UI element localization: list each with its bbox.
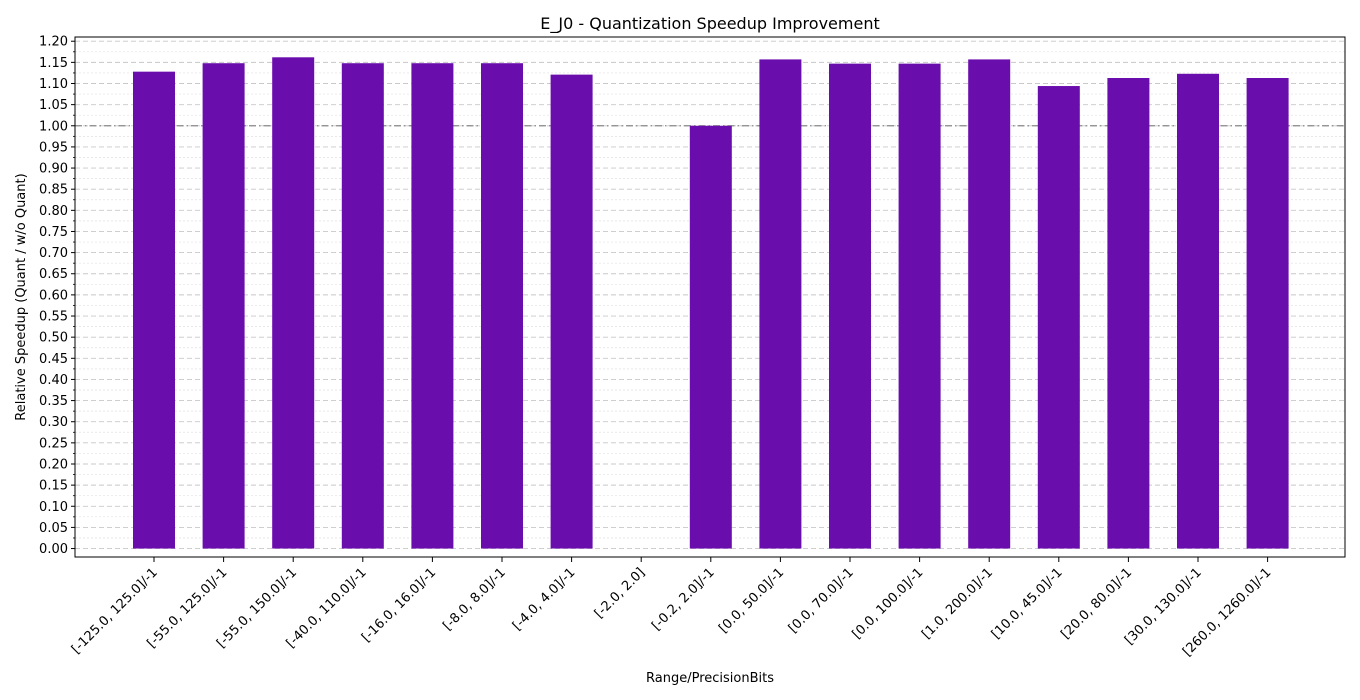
y-tick-label: 1.20 — [39, 35, 68, 50]
y-tick-label: 0.00 — [39, 542, 68, 557]
y-tick-label: 0.15 — [39, 479, 68, 494]
bar — [1246, 78, 1289, 549]
y-tick-label: 0.90 — [39, 162, 68, 177]
y-tick-label: 0.35 — [39, 394, 68, 409]
y-tick-label: 0.40 — [39, 373, 68, 388]
x-tick-label: [1.0, 200.0]/-1 — [919, 565, 996, 642]
x-axis: [-125.0, 125.0]/-1[-55.0, 125.0]/-1[-55.… — [69, 557, 1274, 660]
y-tick-label: 1.00 — [39, 119, 68, 134]
x-tick-label: [10.0, 45.0]/-1 — [989, 565, 1066, 642]
bar — [1107, 78, 1150, 549]
x-tick-label: [0.0, 70.0]/-1 — [786, 565, 857, 636]
bar — [202, 63, 245, 549]
y-tick-label: 0.30 — [39, 415, 68, 430]
bar — [133, 71, 175, 549]
bar — [411, 63, 454, 549]
y-tick-label: 0.05 — [39, 521, 68, 536]
x-tick-label: [0.0, 100.0]/-1 — [850, 565, 927, 642]
y-tick-label: 0.25 — [39, 436, 68, 451]
y-axis-label: Relative Speedup (Quant / w/o Quant) — [14, 173, 29, 420]
y-tick-label: 0.45 — [39, 352, 68, 367]
y-tick-label: 0.70 — [39, 246, 68, 261]
y-axis: 0.00 0.05 0.10 0.15 0.20 0.25 0.30 0.35 0.40 0.45… — [39, 35, 75, 557]
x-tick-label: [-2.0, 2.0] — [592, 565, 648, 621]
y-tick-label: 0.10 — [39, 500, 68, 515]
y-tick-label: 1.15 — [39, 56, 68, 71]
bar — [898, 63, 941, 549]
y-tick-label: 0.85 — [39, 183, 68, 198]
bar — [550, 74, 593, 549]
bar — [1177, 73, 1219, 549]
bar — [481, 63, 523, 549]
y-tick-label: 0.75 — [39, 225, 68, 240]
bar — [341, 63, 384, 549]
y-tick-label: 0.55 — [39, 310, 68, 325]
x-tick-label: [-0.2, 2.0]/-1 — [649, 565, 717, 633]
y-tick-label: 0.80 — [39, 204, 68, 219]
bar — [759, 59, 802, 549]
y-tick-label: 0.95 — [39, 140, 68, 155]
y-tick-label: 0.60 — [39, 288, 68, 303]
bar — [272, 57, 315, 549]
bar — [829, 63, 871, 549]
x-tick-label: [-4.0, 4.0]/-1 — [510, 565, 578, 633]
y-tick-label: 0.50 — [39, 331, 68, 346]
y-tick-label: 0.65 — [39, 267, 68, 282]
x-tick-label: [20.0, 80.0]/-1 — [1058, 565, 1135, 642]
x-tick-label: [-16.0, 16.0]/-1 — [359, 565, 439, 645]
x-tick-label: [-8.0, 8.0]/-1 — [440, 565, 508, 633]
bars — [133, 57, 1289, 549]
chart-title: E_J0 - Quantization Speedup Improvement — [540, 14, 879, 34]
y-tick-label: 1.05 — [39, 98, 68, 113]
y-tick-label: 1.10 — [39, 77, 68, 92]
y-tick-label: 0.20 — [39, 457, 68, 472]
bar — [968, 59, 1011, 549]
x-tick-label: [0.0, 50.0]/-1 — [716, 565, 787, 636]
bar — [689, 125, 732, 549]
bar — [1037, 86, 1080, 549]
x-axis-label: Range/PrecisionBits — [646, 671, 774, 686]
plot-frame — [74, 36, 1346, 558]
